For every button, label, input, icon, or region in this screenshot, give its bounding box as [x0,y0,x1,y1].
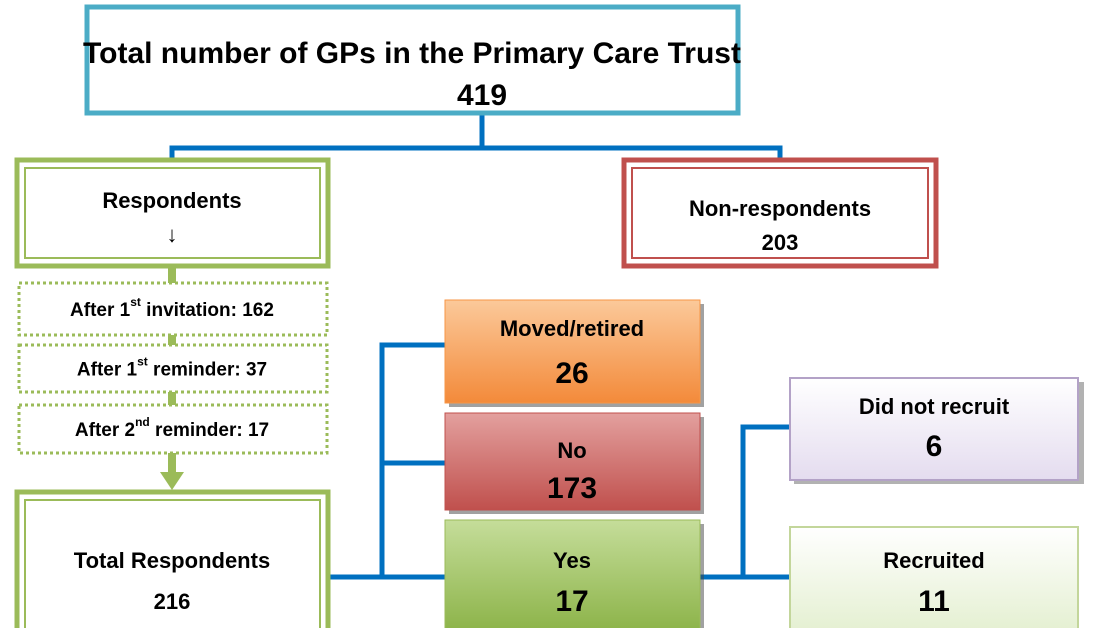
no-label: No [557,438,586,463]
moved-count: 26 [555,357,588,390]
yes-count: 17 [555,585,588,618]
round-after: reminder: 37 [148,360,267,381]
recruited-box [789,526,1079,633]
connectors [169,115,790,580]
round-before: After 1 [70,300,131,321]
round-text: After 1st reminder: 37 [77,355,267,381]
round-box [17,343,329,394]
round-box [17,281,329,337]
round-sup: st [130,295,141,309]
respondents-label: Respondents [102,188,241,213]
non-respondents-box [621,157,939,269]
no-count: 173 [547,472,597,505]
round-sup: st [137,355,148,369]
round-before: After 1 [77,360,138,381]
non-respondents-label: Non-respondents [689,196,871,221]
round-after: reminder: 17 [150,420,269,441]
did-not-recruit-count: 6 [926,430,943,463]
green-links [160,268,184,490]
did-not-recruit-label: Did not recruit [859,394,1010,419]
moved-label: Moved/retired [500,316,644,341]
yes-label: Yes [553,548,591,573]
total-respondents-count: 216 [154,589,191,614]
round-text: After 1st invitation: 162 [70,295,274,321]
total-box [84,4,741,116]
total-respondents-inner [24,499,321,633]
total-title: Total number of GPs in the Primary Care … [83,37,741,70]
round-sup: nd [135,415,150,429]
total-respondents-label: Total Respondents [74,548,270,573]
round-after: invitation: 162 [141,300,274,321]
non-respondents-count: 203 [762,230,799,255]
round-text: After 2nd reminder: 17 [75,415,269,441]
respondents-arrow: ↓ [167,222,178,247]
round-box [17,403,329,455]
round-before: After 2 [75,420,135,441]
total-count: 419 [457,79,507,112]
recruited-label: Recruited [883,548,984,573]
non-respondents-inner [631,167,929,259]
respondents-inner [24,167,321,259]
no-box [444,412,701,511]
respondents-box [14,157,331,269]
yes-box [444,519,701,631]
recruited-count: 11 [918,585,950,618]
moved-box [444,299,701,404]
did-not-recruit-box [789,377,1079,481]
total-respondents-box [14,489,331,633]
